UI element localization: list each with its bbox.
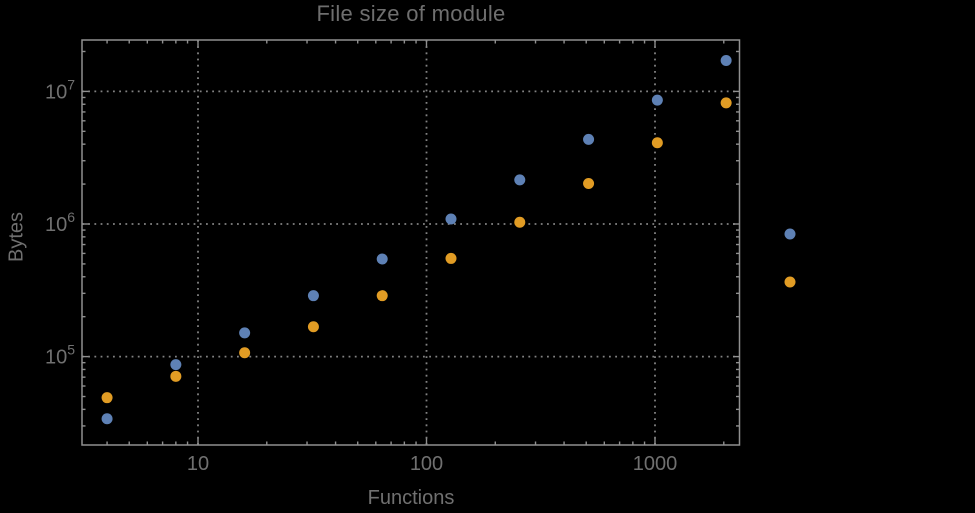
data-point-series-2-orange (720, 97, 732, 109)
plot-title: File size of module (316, 1, 506, 26)
data-point-series-1-blue (651, 94, 663, 106)
data-point-series-2-orange (170, 370, 182, 382)
data-point-series-1-blue (583, 133, 595, 145)
x-tick-label: 10 (187, 453, 209, 475)
legend-marker-series-1-blue (784, 228, 796, 240)
data-point-series-1-blue (514, 174, 526, 186)
data-point-series-2-orange (307, 321, 319, 333)
y-axis-label: Bytes (5, 211, 28, 263)
data-point-series-2-orange (583, 178, 595, 190)
data-point-series-1-blue (101, 413, 113, 425)
y-tick-label: 107 (45, 76, 75, 103)
y-tick-label: 105 (45, 342, 75, 369)
data-point-series-1-blue (720, 55, 732, 67)
x-axis-label: Functions (367, 487, 455, 509)
data-point-series-1-blue (445, 213, 457, 225)
data-point-series-1-blue (170, 359, 182, 371)
data-point-series-2-orange (376, 290, 388, 302)
data-point-series-2-orange (445, 252, 457, 264)
data-point-series-2-orange (514, 216, 526, 228)
data-point-series-1-blue (307, 290, 319, 302)
data-point-series-1-blue (239, 327, 251, 339)
x-tick-label: 100 (410, 453, 443, 475)
data-point-series-2-orange (651, 137, 663, 149)
data-point-series-2-orange (239, 347, 251, 359)
x-tick-label: 1000 (633, 453, 678, 475)
plot-frame (81, 39, 741, 446)
y-tick-label: 106 (45, 209, 75, 236)
data-point-series-1-blue (376, 253, 388, 265)
legend-marker-series-2-orange (784, 276, 796, 288)
data-point-series-2-orange (101, 392, 113, 404)
